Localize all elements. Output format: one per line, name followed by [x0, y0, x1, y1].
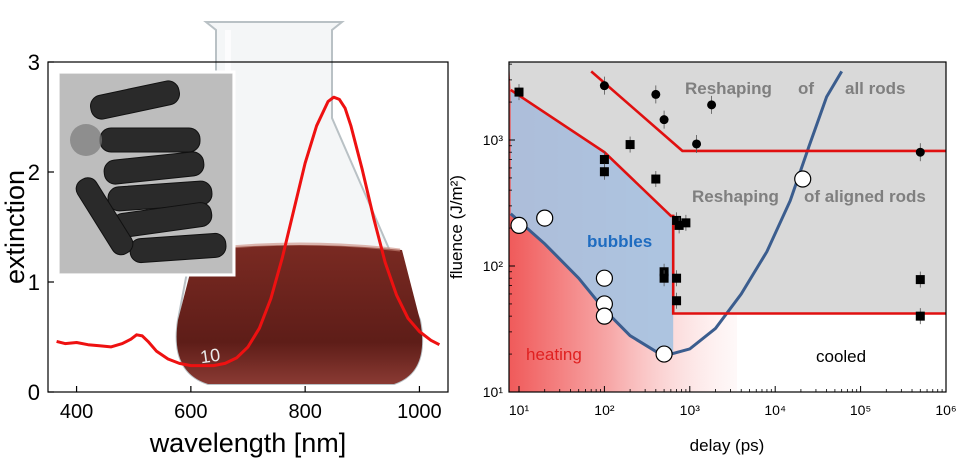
right-plot-frame [508, 61, 947, 393]
left-y-tick-label: 1 [28, 270, 40, 295]
square-marker [599, 155, 609, 165]
spectrum-series [56, 95, 441, 368]
annotation-of-aligned-rods: of aligned rods [804, 187, 926, 206]
filled-circle-marker [915, 147, 925, 157]
annotation-of-1: of [798, 79, 814, 98]
bubbles-region [510, 89, 674, 355]
square-marker [514, 87, 524, 97]
square-marker [659, 273, 669, 283]
right-panel: 10¹ 10² 10³ 10⁴ 10⁵ 10⁶ 10¹ 10² 10³ Reshaping of… [447, 61, 957, 455]
annotation-cooled: cooled [816, 347, 866, 366]
left-x-axis-label: wavelength [nm] [149, 428, 347, 458]
left-y-tick-label: 0 [28, 380, 40, 405]
right-y-axis-label: fluence (J/m²) [447, 175, 466, 279]
left-x-tick-label: 1000 [397, 401, 442, 423]
square-marker [674, 220, 684, 230]
square-marker [599, 167, 609, 177]
annotation-all-rods: all rods [845, 79, 905, 98]
open-circle-marker [595, 307, 614, 325]
right-y-tick-label: 10² [483, 258, 504, 274]
square-marker [672, 215, 682, 225]
aligned-rods-boundary [509, 88, 946, 315]
annotation-heating: heating [526, 345, 582, 364]
right-x-tick-label: 10³ [680, 402, 701, 418]
square-marker [672, 296, 682, 306]
right-x-tick-label: 10⁵ [850, 402, 871, 418]
annotation-bubbles: bubbles [587, 232, 652, 251]
right-x-tick-label: 10² [594, 402, 615, 418]
tem-inset-image [56, 70, 236, 277]
left-axes: 400 600 800 1000 0 1 2 3 [28, 50, 442, 423]
bubble-threshold-curve [509, 70, 843, 356]
filled-circle-marker [659, 115, 669, 125]
annotation-reshaping-2: Reshaping [692, 187, 779, 206]
square-marker [672, 273, 682, 283]
square-marker [915, 311, 925, 321]
filled-circle-marker [651, 89, 661, 99]
left-y-axis-label: extinction [0, 170, 30, 284]
right-axes: 10¹ 10² 10³ 10⁴ 10⁵ 10⁶ 10¹ 10² 10³ [483, 63, 957, 418]
left-plot-frame [47, 61, 449, 393]
right-x-axis-label: delay (ps) [690, 436, 765, 455]
annotation-reshaping-1: Reshaping [685, 79, 772, 98]
left-x-tick-label: 600 [174, 401, 207, 423]
open-circle-marker [655, 345, 673, 363]
square-marker [915, 275, 925, 285]
all-rods-boundary [590, 70, 946, 153]
extinction-line [56, 95, 441, 368]
regime-regions [509, 62, 946, 392]
filled-circle-marker [599, 81, 609, 91]
square-marker [625, 140, 635, 150]
open-circle-marker [595, 269, 614, 287]
right-y-tick-label: 10³ [483, 132, 504, 148]
left-y-tick-label: 2 [28, 160, 40, 185]
right-x-tick-label: 10⁶ [935, 402, 956, 418]
right-x-tick-label: 10¹ [509, 402, 530, 418]
open-circle-marker [510, 216, 528, 235]
open-circle-marker [794, 170, 812, 188]
filled-circle-marker [692, 139, 702, 149]
data-points [510, 76, 925, 363]
square-marker [651, 174, 661, 184]
left-x-tick-label: 800 [288, 401, 321, 423]
right-y-tick-label: 10¹ [483, 384, 504, 400]
square-marker [681, 218, 691, 228]
flask-number: 10 [199, 345, 222, 368]
left-y-tick-label: 3 [28, 50, 40, 75]
open-circle-marker [536, 209, 554, 227]
filled-circle-marker [707, 100, 717, 110]
left-x-tick-label: 400 [60, 401, 93, 423]
reshaping-region [509, 62, 946, 314]
right-x-tick-label: 10⁴ [764, 402, 786, 418]
